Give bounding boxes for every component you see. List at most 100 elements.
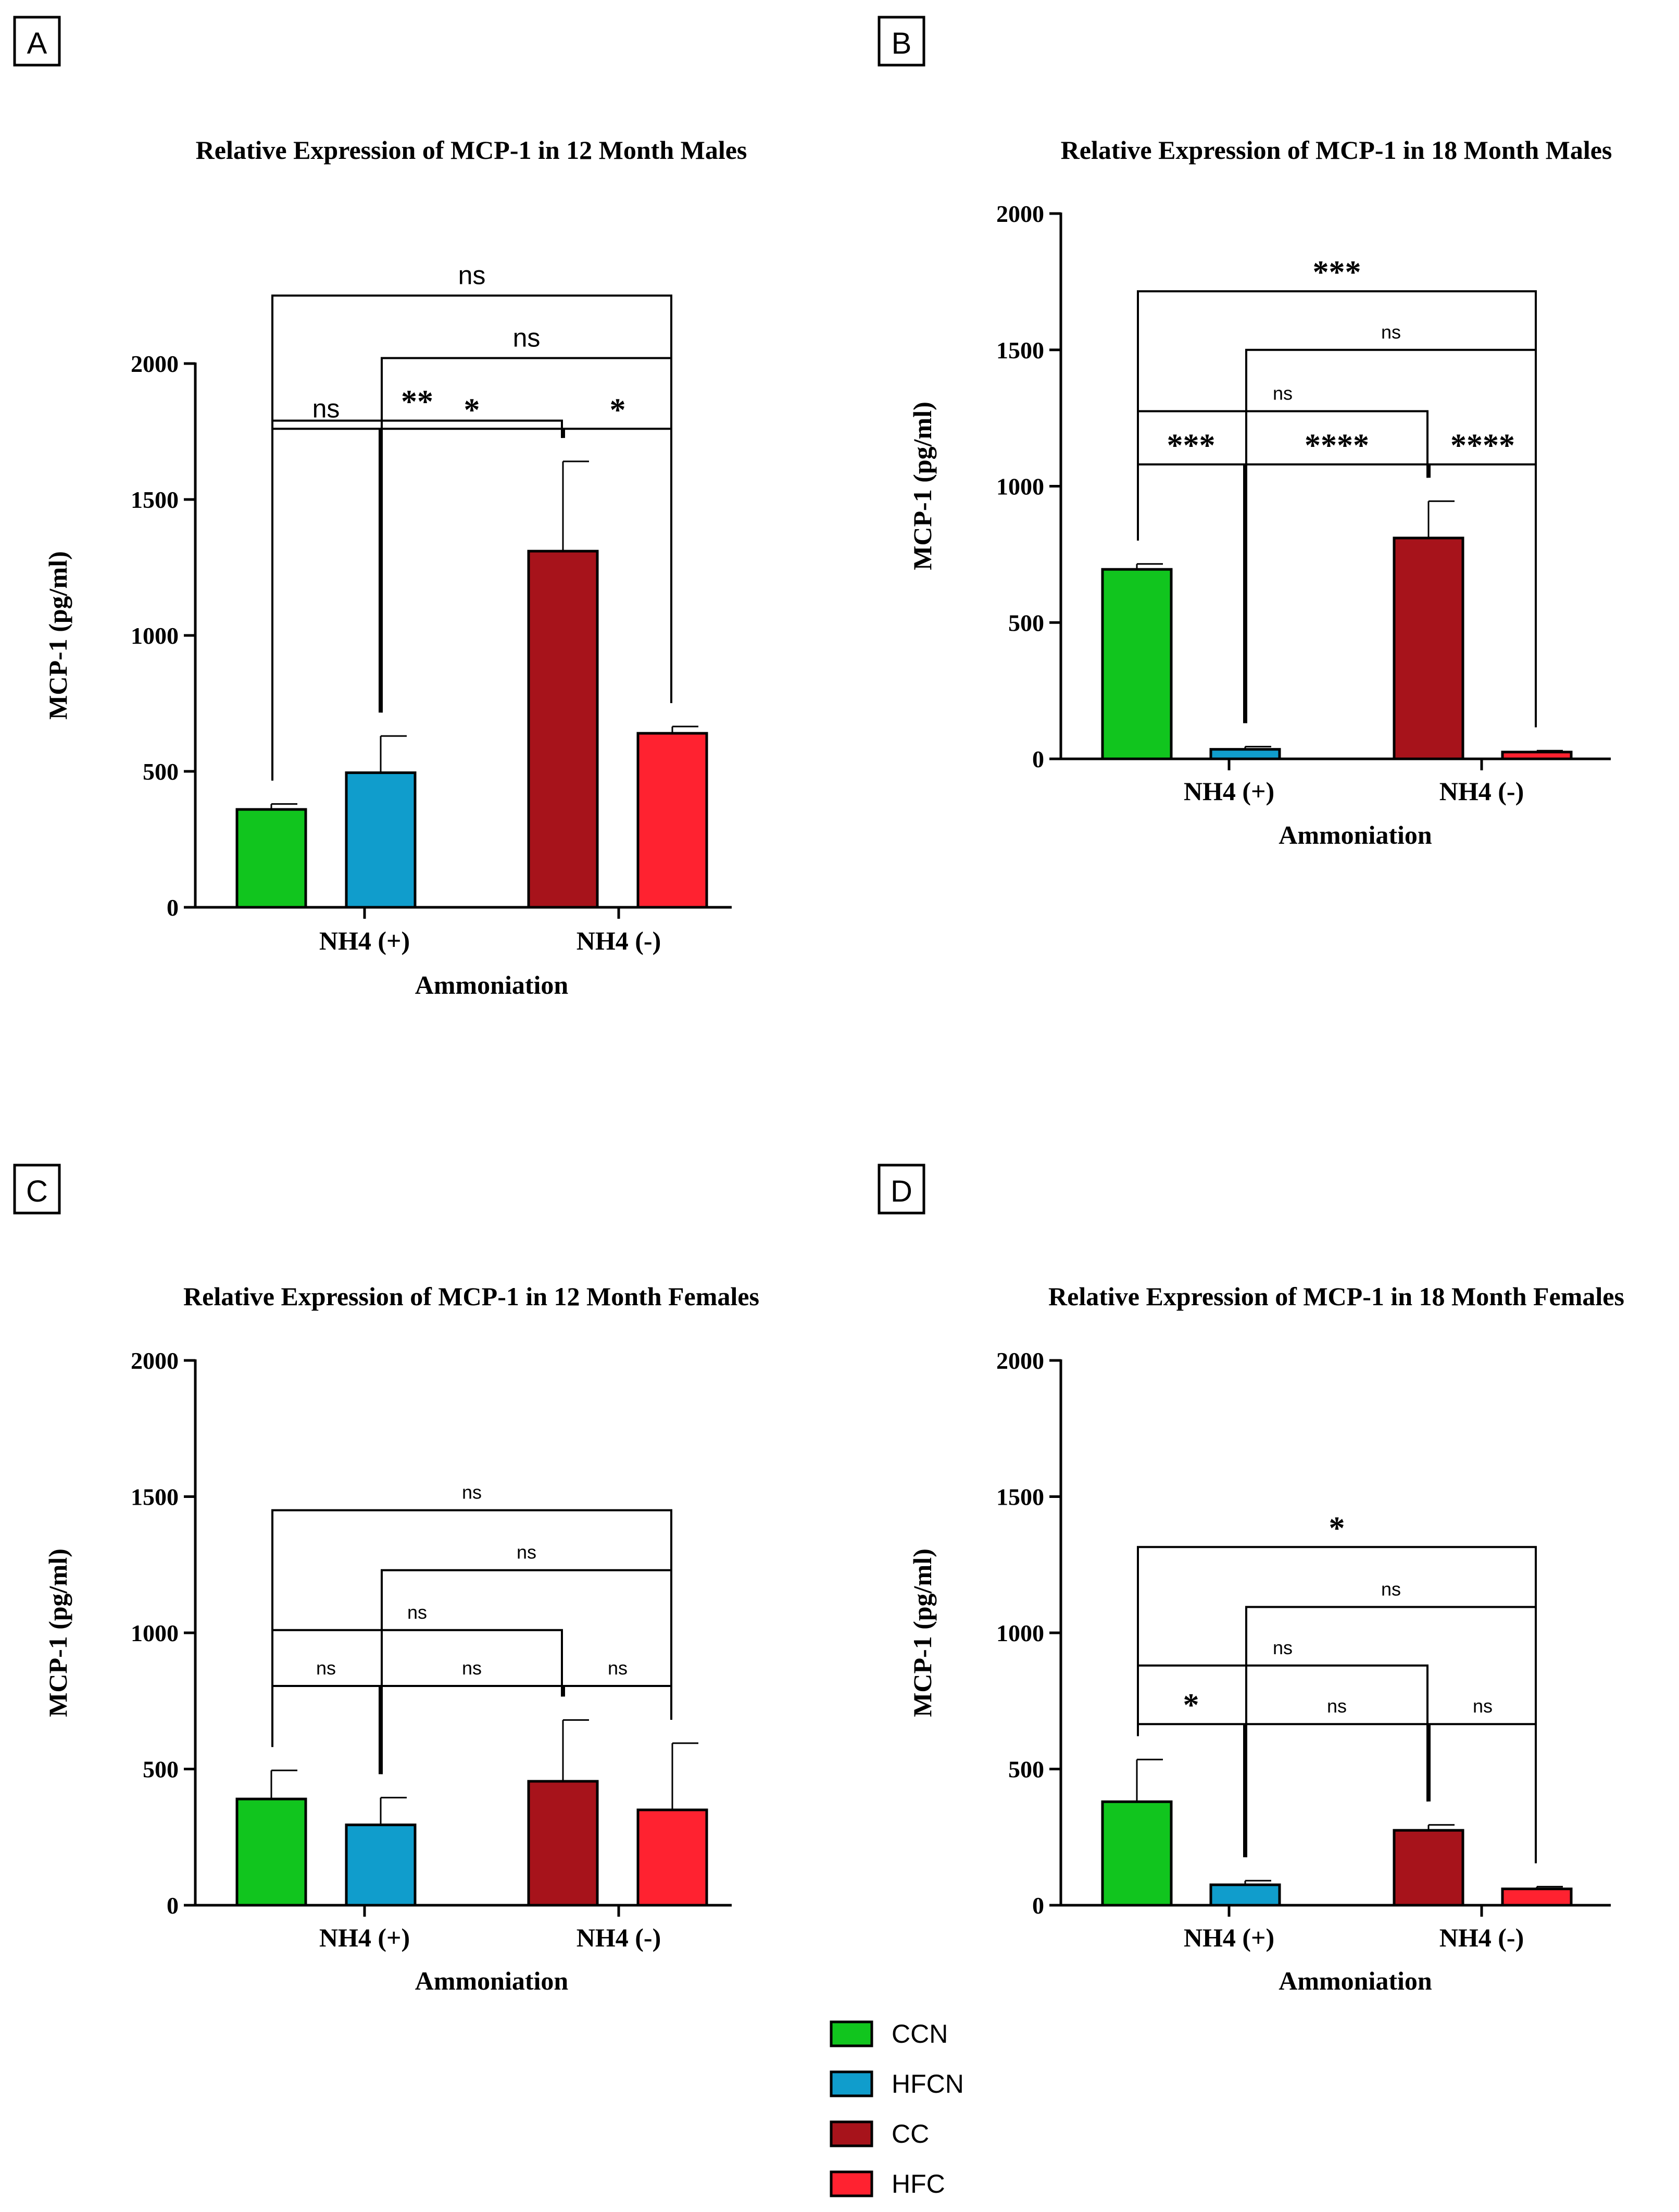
significance-label: ns <box>316 1657 336 1679</box>
x-axis-label: Ammoniation <box>1279 1966 1432 1995</box>
significance-label: ns <box>1273 1637 1293 1658</box>
chart-title: Relative Expression of MCP-1 in 18 Month… <box>1061 135 1612 165</box>
y-tick-label: 1000 <box>996 1620 1044 1646</box>
significance-bracket <box>1137 1723 1245 1857</box>
x-tick-label: NH4 (+) <box>319 926 410 955</box>
x-axis-label: Ammoniation <box>415 1966 569 1995</box>
bar-hfc <box>1501 751 1573 760</box>
y-tick-label: 1500 <box>996 337 1044 364</box>
y-tick-label: 2000 <box>131 1347 179 1374</box>
significance-label: *** <box>1167 428 1216 464</box>
significance-bracket <box>563 1684 672 1720</box>
significance-bracket <box>563 428 672 703</box>
bar-hfcn <box>345 771 417 909</box>
significance-bracket <box>1137 290 1537 728</box>
significance-bracket <box>381 428 563 713</box>
bar-cc <box>527 1780 599 1907</box>
significance-label: ns <box>517 1542 536 1563</box>
significance-label: ns <box>1381 1578 1401 1599</box>
legend-swatch <box>830 2170 873 2197</box>
bar-ccn <box>235 1797 307 1907</box>
significance-bracket <box>1245 1723 1429 1857</box>
y-tick-label: 1500 <box>996 1484 1044 1510</box>
significance-bracket <box>1429 1723 1537 1864</box>
legend-label: CC <box>892 2119 929 2148</box>
panel-label-box <box>878 1164 925 1215</box>
panel-label-box <box>13 16 61 67</box>
significance-bracket <box>381 1684 563 1774</box>
significance-label: *** <box>1313 255 1361 290</box>
y-tick-label: 0 <box>167 894 179 921</box>
significance-bracket <box>1245 463 1429 723</box>
chart-title: Relative Expression of MCP-1 in 12 Month… <box>183 1282 759 1311</box>
legend-label: CCN <box>892 2019 948 2048</box>
significance-label: **** <box>1305 428 1369 464</box>
bar-hfcn <box>1209 748 1281 760</box>
significance-label: ns <box>462 1482 482 1503</box>
significance-bracket <box>381 1569 672 1774</box>
significance-bracket <box>271 1684 381 1774</box>
x-axis-label: Ammoniation <box>1279 820 1432 849</box>
significance-bracket <box>1137 1664 1429 1802</box>
y-tick-label: 0 <box>1032 1892 1044 1919</box>
bar-hfc <box>636 1808 708 1907</box>
significance-bracket <box>271 294 672 781</box>
chart-title: Relative Expression of MCP-1 in 12 Month… <box>196 135 747 165</box>
y-tick-label: 500 <box>143 1756 179 1783</box>
y-tick-label: 2000 <box>996 201 1044 227</box>
y-axis-label: MCP-1 (pg/ml) <box>908 402 937 570</box>
y-tick-label: 2000 <box>996 1347 1044 1374</box>
significance-label: ns <box>407 1602 427 1623</box>
significance-label: ns <box>312 394 340 423</box>
y-tick-label: 500 <box>143 758 179 785</box>
significance-label: ns <box>458 261 486 290</box>
panel-label: A <box>27 27 47 60</box>
significance-label: ** <box>401 384 433 420</box>
significance-label: **** <box>1450 428 1515 464</box>
legend-item-hfcn: HFCN <box>830 2069 964 2098</box>
legend-item-cc: CC <box>830 2119 929 2148</box>
y-tick-label: 2000 <box>131 351 179 377</box>
legend-label: HFC <box>892 2169 945 2198</box>
legend-item-ccn: CCN <box>830 2019 948 2048</box>
chart-panel-d: D Relative Expression of MCP-1 in 18 Mont… <box>878 1164 1624 1995</box>
significance-bracket <box>271 419 563 781</box>
significance-bracket <box>1245 348 1537 728</box>
significance-bracket <box>271 1629 563 1747</box>
panel-label-box <box>13 1164 61 1215</box>
significance-bracket <box>1137 463 1245 723</box>
legend: CCN HFCN CC HFC <box>830 2019 964 2198</box>
x-tick-label: NH4 (+) <box>1184 1923 1274 1952</box>
x-tick-label: NH4 (-) <box>577 926 661 955</box>
chart-title: Relative Expression of MCP-1 in 18 Month… <box>1048 1282 1624 1311</box>
bar-cc <box>1393 1829 1464 1907</box>
y-tick-label: 0 <box>167 1892 179 1919</box>
significance-bracket <box>1429 463 1537 728</box>
x-tick-label: NH4 (+) <box>1184 777 1274 806</box>
y-axis-label: MCP-1 (pg/ml) <box>43 1548 72 1717</box>
x-tick-label: NH4 (+) <box>319 1923 410 1952</box>
significance-bracket <box>271 1509 672 1747</box>
significance-label: ns <box>462 1657 482 1679</box>
y-tick-label: 500 <box>1008 609 1044 636</box>
significance-label: ns <box>1327 1695 1347 1717</box>
significance-label: ns <box>1381 321 1401 343</box>
chart-panel-c: C Relative Expression of MCP-1 in 12 Mont… <box>13 1164 759 1995</box>
x-tick-label: NH4 (-) <box>577 1923 661 1952</box>
y-tick-label: 1500 <box>131 1484 179 1510</box>
significance-label: ns <box>608 1657 628 1679</box>
chart-panel-a: A Relative Expression of MCP-1 in 12 Mont… <box>13 16 747 999</box>
legend-swatch <box>830 2070 873 2097</box>
y-tick-label: 1000 <box>131 622 179 649</box>
bar-hfc <box>636 732 708 909</box>
significance-label: * <box>1329 1510 1345 1546</box>
x-tick-label: NH4 (-) <box>1439 1923 1524 1952</box>
bar-hfcn <box>345 1823 417 1907</box>
panel-label: D <box>891 1174 912 1208</box>
chart-panel-b: B Relative Expression of MCP-1 in 18 Mont… <box>878 16 1612 849</box>
legend-swatch <box>830 2020 873 2047</box>
y-tick-label: 1000 <box>131 1620 179 1646</box>
panel-label: C <box>26 1174 48 1208</box>
bar-ccn <box>1101 1800 1173 1907</box>
